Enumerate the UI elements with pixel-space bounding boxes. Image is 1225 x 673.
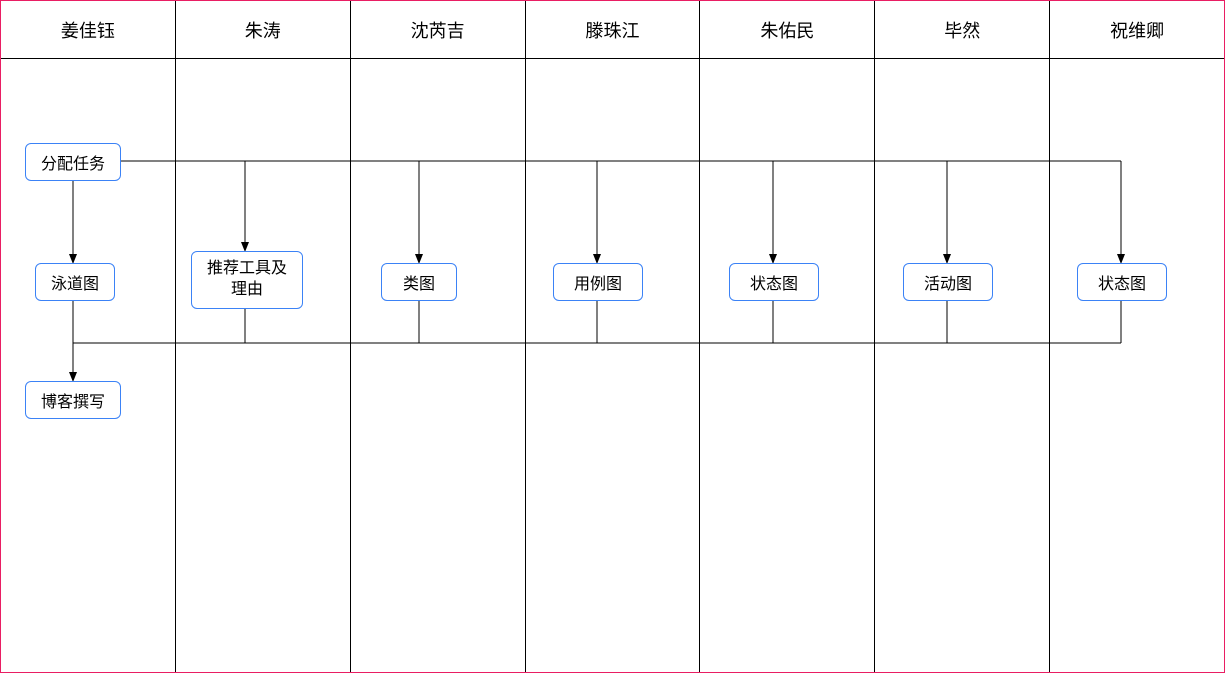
lane-header: 毕然 [875, 1, 1050, 59]
swimlane-header-row: 姜佳钰 朱涛 沈芮吉 滕珠江 朱佑民 毕然 祝维卿 [1, 1, 1224, 59]
flow-node: 类图 [381, 263, 457, 301]
flow-node: 分配任务 [25, 143, 121, 181]
lane [1050, 59, 1224, 672]
flow-node: 活动图 [903, 263, 993, 301]
flow-node: 状态图 [729, 263, 819, 301]
swimlane-canvas: 姜佳钰 朱涛 沈芮吉 滕珠江 朱佑民 毕然 祝维卿 分配任务泳道图博客撰写 推荐工… [0, 0, 1225, 673]
lane [176, 59, 351, 672]
lane [351, 59, 526, 672]
lane-header: 朱佑民 [700, 1, 875, 59]
lane-header: 祝维卿 [1050, 1, 1224, 59]
lane-header: 沈芮吉 [351, 1, 526, 59]
swimlane-body [1, 59, 1224, 672]
lane-header: 朱涛 [176, 1, 351, 59]
flow-node: 博客撰写 [25, 381, 121, 419]
lane-header: 姜佳钰 [1, 1, 176, 59]
lane [700, 59, 875, 672]
lane [526, 59, 701, 672]
flow-node: 用例图 [553, 263, 643, 301]
lane [875, 59, 1050, 672]
flow-node: 状态图 [1077, 263, 1167, 301]
lane-header: 滕珠江 [526, 1, 701, 59]
flow-node: 泳道图 [35, 263, 115, 301]
flow-node: 推荐工具及理由 [191, 251, 303, 309]
